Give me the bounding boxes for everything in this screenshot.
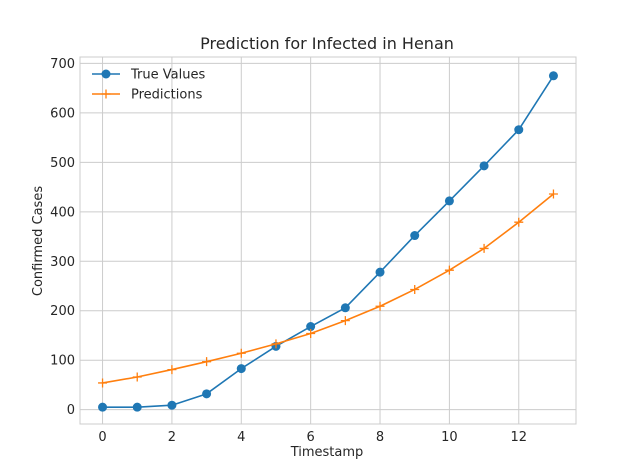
y-tick-label: 400 <box>50 205 75 220</box>
y-tick-label: 700 <box>50 57 75 72</box>
data-point <box>202 357 212 367</box>
x-tick-label: 0 <box>98 430 106 445</box>
x-axis-label: Timestamp <box>290 445 364 460</box>
x-tick-label: 4 <box>237 430 245 445</box>
data-point <box>548 189 558 199</box>
plot-frame <box>79 56 577 425</box>
y-tick-label: 100 <box>50 354 75 369</box>
data-point <box>167 365 177 375</box>
data-point <box>410 231 420 241</box>
data-point <box>410 284 420 294</box>
data-point <box>375 301 385 311</box>
data-point <box>479 243 489 253</box>
data-point <box>98 378 108 388</box>
series-line <box>102 75 555 408</box>
data-point <box>444 265 454 275</box>
x-tick-label: 8 <box>376 430 384 445</box>
x-tick-label: 6 <box>307 430 315 445</box>
data-point <box>375 267 385 277</box>
data-point <box>306 322 316 332</box>
data-point <box>306 328 316 338</box>
series-0 <box>98 71 558 412</box>
y-tick-label: 500 <box>50 156 75 171</box>
series-layer <box>98 71 558 412</box>
data-point <box>514 125 524 135</box>
data-point <box>548 71 558 81</box>
legend-marker <box>101 89 111 99</box>
y-axis-label: Confirmed Cases <box>31 186 46 296</box>
data-point <box>202 389 212 399</box>
y-tick-label: 0 <box>67 403 75 418</box>
data-point <box>340 303 350 313</box>
data-point <box>514 217 524 227</box>
legend-entry: Predictions <box>92 88 203 103</box>
x-tick-label: 12 <box>510 430 527 445</box>
chart-title: Prediction for Infected in Henan <box>200 34 454 53</box>
x-tick-label: 2 <box>168 430 176 445</box>
y-axis-ticks: 0 100 200 300 400 500 600 700 <box>50 57 75 418</box>
data-point <box>236 348 246 358</box>
legend: True Values Predictions <box>92 68 205 103</box>
x-tick-label: 10 <box>441 430 458 445</box>
legend-entry: True Values <box>92 68 205 83</box>
x-axis-ticks: 0 2 4 6 8 10 12 <box>98 430 527 445</box>
data-point <box>132 372 142 382</box>
data-point <box>271 339 281 349</box>
y-tick-label: 200 <box>50 304 75 319</box>
legend-label: True Values <box>130 68 205 83</box>
data-point <box>167 400 177 410</box>
legend-marker <box>101 69 111 79</box>
series-line <box>102 193 554 384</box>
data-point <box>132 402 142 412</box>
data-point <box>98 402 108 412</box>
data-point <box>340 316 350 326</box>
series-1 <box>98 189 558 388</box>
y-tick-label: 600 <box>50 106 75 121</box>
data-point <box>444 196 454 206</box>
y-tick-label: 300 <box>50 255 75 270</box>
legend-label: Predictions <box>131 88 203 103</box>
grid <box>80 57 576 424</box>
data-point <box>236 364 246 374</box>
data-point <box>479 161 489 171</box>
